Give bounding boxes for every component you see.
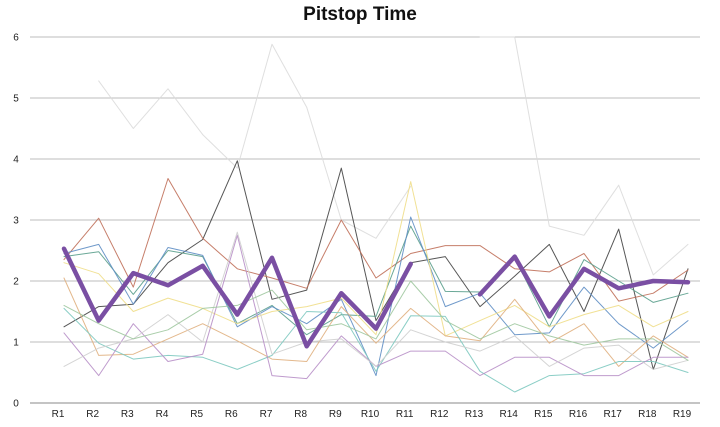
x-tick-label: R9 <box>329 409 342 420</box>
x-tick-label: R11 <box>396 409 414 420</box>
highlight-series-line <box>477 254 691 319</box>
chart-title: Pitstop Time <box>303 4 417 25</box>
series-line <box>63 307 689 393</box>
x-tick-label: R1 <box>52 409 65 420</box>
x-tick-label: R14 <box>499 409 518 420</box>
x-tick-label: R3 <box>121 409 134 420</box>
y-tick-label: 2 <box>13 277 19 288</box>
x-tick-label: R7 <box>260 409 273 420</box>
y-tick-label: 1 <box>13 338 19 349</box>
series-line <box>63 231 689 370</box>
x-tick-label: R16 <box>569 409 588 420</box>
x-tick-label: R15 <box>534 409 553 420</box>
x-tick-label: R12 <box>430 409 449 420</box>
x-tick-label: R10 <box>361 409 380 420</box>
y-tick-label: 0 <box>13 399 19 410</box>
series-line <box>63 225 689 336</box>
x-tick-label: R8 <box>294 409 307 420</box>
x-tick-label: R5 <box>190 409 203 420</box>
x-tick-label: R17 <box>603 409 622 420</box>
y-tick-label: 3 <box>13 216 19 227</box>
y-tick-label: 5 <box>13 94 19 105</box>
series-line <box>63 277 689 367</box>
highlight-series-line <box>61 246 413 349</box>
x-tick-label: R19 <box>673 409 692 420</box>
series-line <box>98 43 412 239</box>
series-line <box>479 36 689 276</box>
series-line <box>63 280 689 361</box>
x-tick-label: R13 <box>465 409 484 420</box>
x-tick-label: R2 <box>86 409 99 420</box>
series-line <box>63 181 689 337</box>
x-tick-label: R6 <box>225 409 238 420</box>
series-line <box>63 178 689 302</box>
y-tick-label: 6 <box>13 33 19 44</box>
series-line <box>63 216 689 377</box>
series-line <box>63 234 689 380</box>
y-tick-label: 4 <box>13 155 19 166</box>
series-line <box>63 160 689 370</box>
x-tick-label: R18 <box>638 409 657 420</box>
x-tick-label: R4 <box>156 409 169 420</box>
